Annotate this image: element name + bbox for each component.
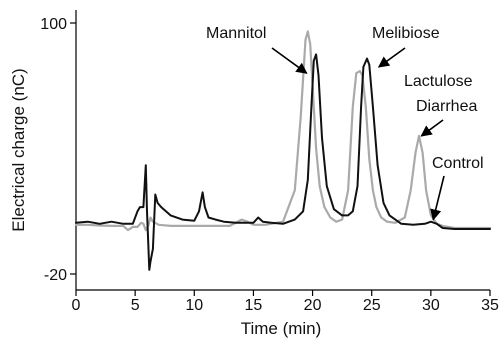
x-tick-label: 0 <box>72 297 81 314</box>
x-tick-label: 5 <box>131 297 140 314</box>
annotation-label-control: Control <box>432 155 484 172</box>
x-axis-title: Time (min) <box>241 319 322 338</box>
series-layer <box>74 30 492 271</box>
x-ticks: 0 5 10 15 20 25 30 35 <box>72 290 499 314</box>
annotation-label-lactulose: Lactulose <box>404 73 473 90</box>
plot-area: 0 5 10 15 20 25 30 35 -20 100 Mannitol Melibiose… <box>40 10 499 314</box>
annotation-label-mannitol: Mannitol <box>206 25 266 42</box>
x-tick-label: 10 <box>185 297 203 314</box>
annotation-arrow <box>271 47 308 74</box>
y-tick-label: 100 <box>40 16 67 33</box>
y-tick-label: -20 <box>44 267 67 284</box>
y-axis-title: Electrical charge (nC) <box>9 68 28 231</box>
x-tick-label: 30 <box>422 297 440 314</box>
y-ticks: -20 100 <box>40 16 76 284</box>
series-line-2 <box>75 53 491 271</box>
annotation-label-melibiose: Melibiose <box>372 25 440 42</box>
annotation-label-diarrhea: Diarrhea <box>416 98 477 115</box>
x-tick-label: 25 <box>363 297 381 314</box>
x-tick-label: 15 <box>245 297 263 314</box>
series-line-1 <box>74 30 492 232</box>
annotation-arrow <box>430 175 445 221</box>
x-tick-label: 35 <box>481 297 499 314</box>
annotation-layer: Mannitol Melibiose Lactulose Diarrhea Co… <box>206 25 484 221</box>
annotation-arrow <box>377 47 406 68</box>
annotation-arrow <box>420 119 444 137</box>
x-tick-label: 20 <box>304 297 322 314</box>
